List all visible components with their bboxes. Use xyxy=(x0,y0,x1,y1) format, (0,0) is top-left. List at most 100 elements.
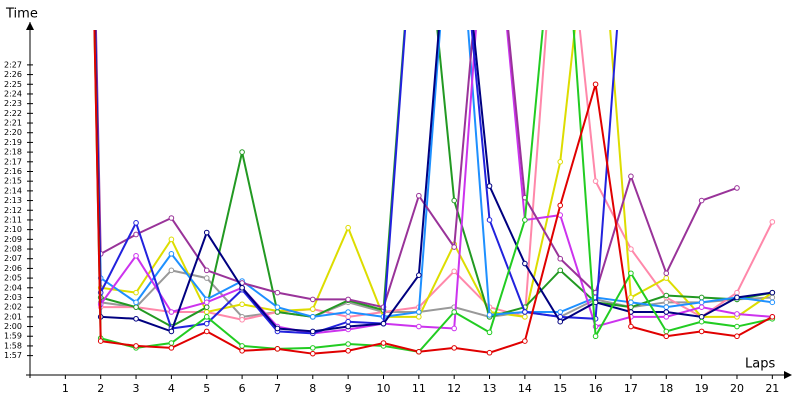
point xyxy=(557,255,564,262)
point xyxy=(133,315,139,322)
x-tick-label: 2 xyxy=(97,382,104,395)
point xyxy=(486,217,493,223)
y-tick-label: 2:11 xyxy=(4,215,22,224)
x-arrow xyxy=(784,371,792,379)
point xyxy=(734,311,740,317)
point xyxy=(133,343,139,349)
point xyxy=(451,325,457,332)
point xyxy=(203,314,210,320)
point xyxy=(663,328,670,335)
point xyxy=(663,270,670,277)
point xyxy=(698,294,705,301)
point xyxy=(734,185,740,191)
y-tick-label: 2:21 xyxy=(4,119,22,128)
point xyxy=(133,289,139,296)
point xyxy=(274,309,281,315)
point xyxy=(203,328,210,335)
point xyxy=(239,343,245,349)
point xyxy=(133,253,139,259)
point xyxy=(663,292,670,299)
point xyxy=(628,270,634,277)
x-tick-label: 14 xyxy=(518,382,532,395)
y-tick-label: 2:23 xyxy=(4,99,22,108)
point xyxy=(734,323,740,330)
x-tick-label: 11 xyxy=(412,382,426,395)
point xyxy=(416,272,422,278)
point xyxy=(698,314,705,320)
point xyxy=(522,260,528,267)
point xyxy=(133,304,139,310)
point xyxy=(203,309,210,315)
point xyxy=(309,296,316,303)
point xyxy=(451,268,457,275)
x-tick-label: 3 xyxy=(133,382,140,395)
x-tick-label: 8 xyxy=(309,382,316,395)
point xyxy=(274,346,281,352)
y-tick-label: 2:10 xyxy=(4,225,22,234)
point xyxy=(663,309,670,315)
point xyxy=(133,299,139,306)
x-tick-label: 4 xyxy=(168,382,175,395)
x-axis-label: Laps xyxy=(745,357,775,372)
x-tick-label: 7 xyxy=(274,382,281,395)
point xyxy=(239,284,245,291)
point xyxy=(734,289,740,296)
x-tick-label: 15 xyxy=(553,382,567,395)
point xyxy=(239,316,245,323)
point xyxy=(557,309,564,315)
y-tick-label: 2:14 xyxy=(4,186,22,195)
point xyxy=(239,347,245,354)
series-line xyxy=(94,30,773,328)
y-tick-label: 2:02 xyxy=(4,303,22,312)
point xyxy=(486,312,493,318)
point xyxy=(345,224,351,231)
point xyxy=(345,347,351,354)
point xyxy=(522,217,528,223)
x-tick-label: 9 xyxy=(345,382,352,395)
point xyxy=(309,345,316,351)
point xyxy=(203,267,210,274)
point xyxy=(557,267,564,274)
point xyxy=(239,301,245,308)
y-tick-label: 1:58 xyxy=(4,341,22,350)
y-tick-label: 2:07 xyxy=(4,254,22,263)
point xyxy=(769,314,776,320)
plot-area xyxy=(93,30,776,357)
y-tick-label: 2:13 xyxy=(4,196,22,205)
y-tick-label: 2:17 xyxy=(4,157,22,166)
y-tick-label: 2:15 xyxy=(4,177,22,186)
point xyxy=(769,294,776,301)
y-tick-label: 2:05 xyxy=(4,274,22,283)
point xyxy=(274,289,281,296)
point xyxy=(416,309,422,315)
point xyxy=(557,318,564,325)
point xyxy=(734,294,740,301)
point xyxy=(416,348,422,355)
y-tick-label: 2:04 xyxy=(4,283,22,292)
point xyxy=(663,275,670,281)
y-tick-label: 2:25 xyxy=(4,80,22,89)
point xyxy=(663,299,670,306)
point xyxy=(628,299,634,306)
point xyxy=(451,244,457,250)
point xyxy=(203,275,210,281)
point xyxy=(663,304,670,310)
point xyxy=(168,340,175,346)
point xyxy=(698,328,705,335)
y-arrow xyxy=(26,22,34,30)
point xyxy=(451,345,457,351)
point xyxy=(168,236,175,243)
x-tick-label: 16 xyxy=(589,382,603,395)
point xyxy=(698,318,705,325)
point xyxy=(274,325,281,332)
point xyxy=(769,289,776,296)
point xyxy=(486,183,493,189)
point xyxy=(203,304,210,310)
y-tick-label: 2:18 xyxy=(4,148,22,157)
point xyxy=(97,338,104,344)
point xyxy=(698,299,705,306)
y-tick-label: 2:06 xyxy=(4,264,22,273)
point xyxy=(168,328,175,335)
